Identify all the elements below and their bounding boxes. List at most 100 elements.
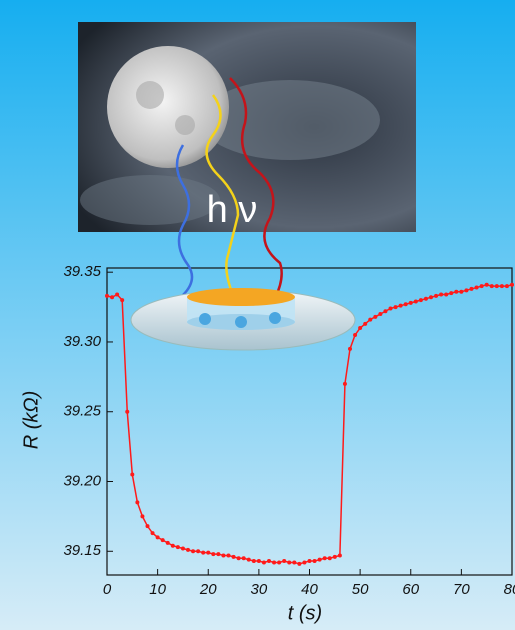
data-point [211, 552, 216, 557]
data-point [231, 554, 236, 559]
y-tick-label: 39.35 [63, 263, 101, 280]
data-point [196, 549, 201, 554]
data-point [464, 288, 469, 293]
data-point [241, 556, 246, 561]
data-point [125, 409, 130, 414]
data-point [282, 559, 287, 564]
data-point [201, 550, 206, 555]
moon-picture [78, 22, 416, 299]
data-point [115, 292, 120, 297]
data-point [277, 560, 282, 565]
data-point [479, 284, 484, 289]
y-axis-label: R (kΩ) [20, 391, 42, 450]
data-point [444, 292, 449, 297]
data-point [272, 560, 277, 565]
data-point [246, 557, 251, 562]
data-point [287, 560, 292, 565]
data-point [434, 293, 439, 298]
data-point [459, 289, 464, 294]
data-point [186, 547, 190, 552]
data-point [155, 535, 160, 540]
data-point [363, 321, 368, 326]
data-point [439, 292, 444, 297]
data-point [267, 559, 271, 564]
data-point [160, 538, 165, 543]
data-point [130, 472, 135, 477]
y-tick-label: 39.25 [63, 403, 101, 420]
data-point [489, 284, 494, 289]
data-point [393, 305, 398, 310]
data-point [337, 553, 342, 558]
data-point [454, 289, 459, 294]
data-point [484, 282, 489, 287]
device-illustration [130, 288, 356, 351]
x-tick-label: 20 [199, 581, 217, 598]
series [105, 282, 514, 566]
data-point [140, 514, 145, 519]
data-point [226, 553, 231, 558]
data-point [261, 560, 266, 565]
data-point [423, 296, 428, 301]
data-point [317, 557, 322, 562]
data-point [494, 284, 499, 289]
data-point [180, 546, 185, 551]
data-point [398, 303, 403, 308]
data-point [135, 500, 140, 505]
x-tick-label: 50 [352, 581, 369, 598]
data-point [449, 291, 454, 296]
data-point [469, 286, 474, 291]
data-point [191, 549, 196, 554]
data-point [332, 554, 337, 559]
y-tick-label: 39.30 [63, 333, 101, 350]
data-point [170, 543, 175, 548]
data-point [120, 298, 125, 303]
data-point [302, 560, 307, 565]
data-point [418, 298, 423, 303]
data-point [292, 560, 297, 565]
data-point [312, 559, 317, 564]
data-point [110, 295, 115, 300]
x-tick-label: 80 [504, 581, 515, 598]
data-point [175, 545, 180, 550]
data-point [403, 302, 408, 307]
data-point [145, 524, 150, 529]
annotation: h ν [207, 189, 258, 231]
data-point [251, 559, 256, 564]
x-tick-label: 60 [402, 581, 419, 598]
x-tick-label: 0 [103, 581, 112, 598]
data-point [474, 285, 479, 290]
data-point [150, 531, 155, 536]
x-tick-label: 10 [149, 581, 166, 598]
y-tick-label: 39.20 [63, 472, 101, 489]
data-point [510, 282, 514, 287]
data-point [322, 556, 327, 561]
data-point [165, 540, 170, 545]
data-point [499, 284, 504, 289]
data-point [348, 346, 352, 351]
data-point [388, 306, 393, 311]
data-point [236, 556, 241, 561]
y-tick-label: 39.15 [63, 542, 101, 559]
data-point [368, 317, 373, 322]
data-point [327, 556, 332, 561]
data-point [373, 314, 378, 319]
x-axis-label: t (s) [288, 602, 322, 624]
data-point [413, 299, 418, 304]
data-point [408, 300, 413, 305]
data-point [383, 309, 388, 314]
x-tick-label: 30 [251, 581, 268, 598]
data-point [504, 284, 509, 289]
data-point [105, 293, 109, 298]
data-point [206, 550, 211, 555]
data-point [297, 561, 302, 566]
data-point [378, 312, 383, 317]
data-point [342, 381, 347, 386]
data-point [216, 552, 221, 557]
data-point [358, 326, 363, 331]
x-tick-label: 40 [301, 581, 318, 598]
data-point [256, 559, 261, 564]
data-point [221, 553, 226, 558]
data-point [353, 332, 358, 337]
data-point [429, 295, 433, 300]
